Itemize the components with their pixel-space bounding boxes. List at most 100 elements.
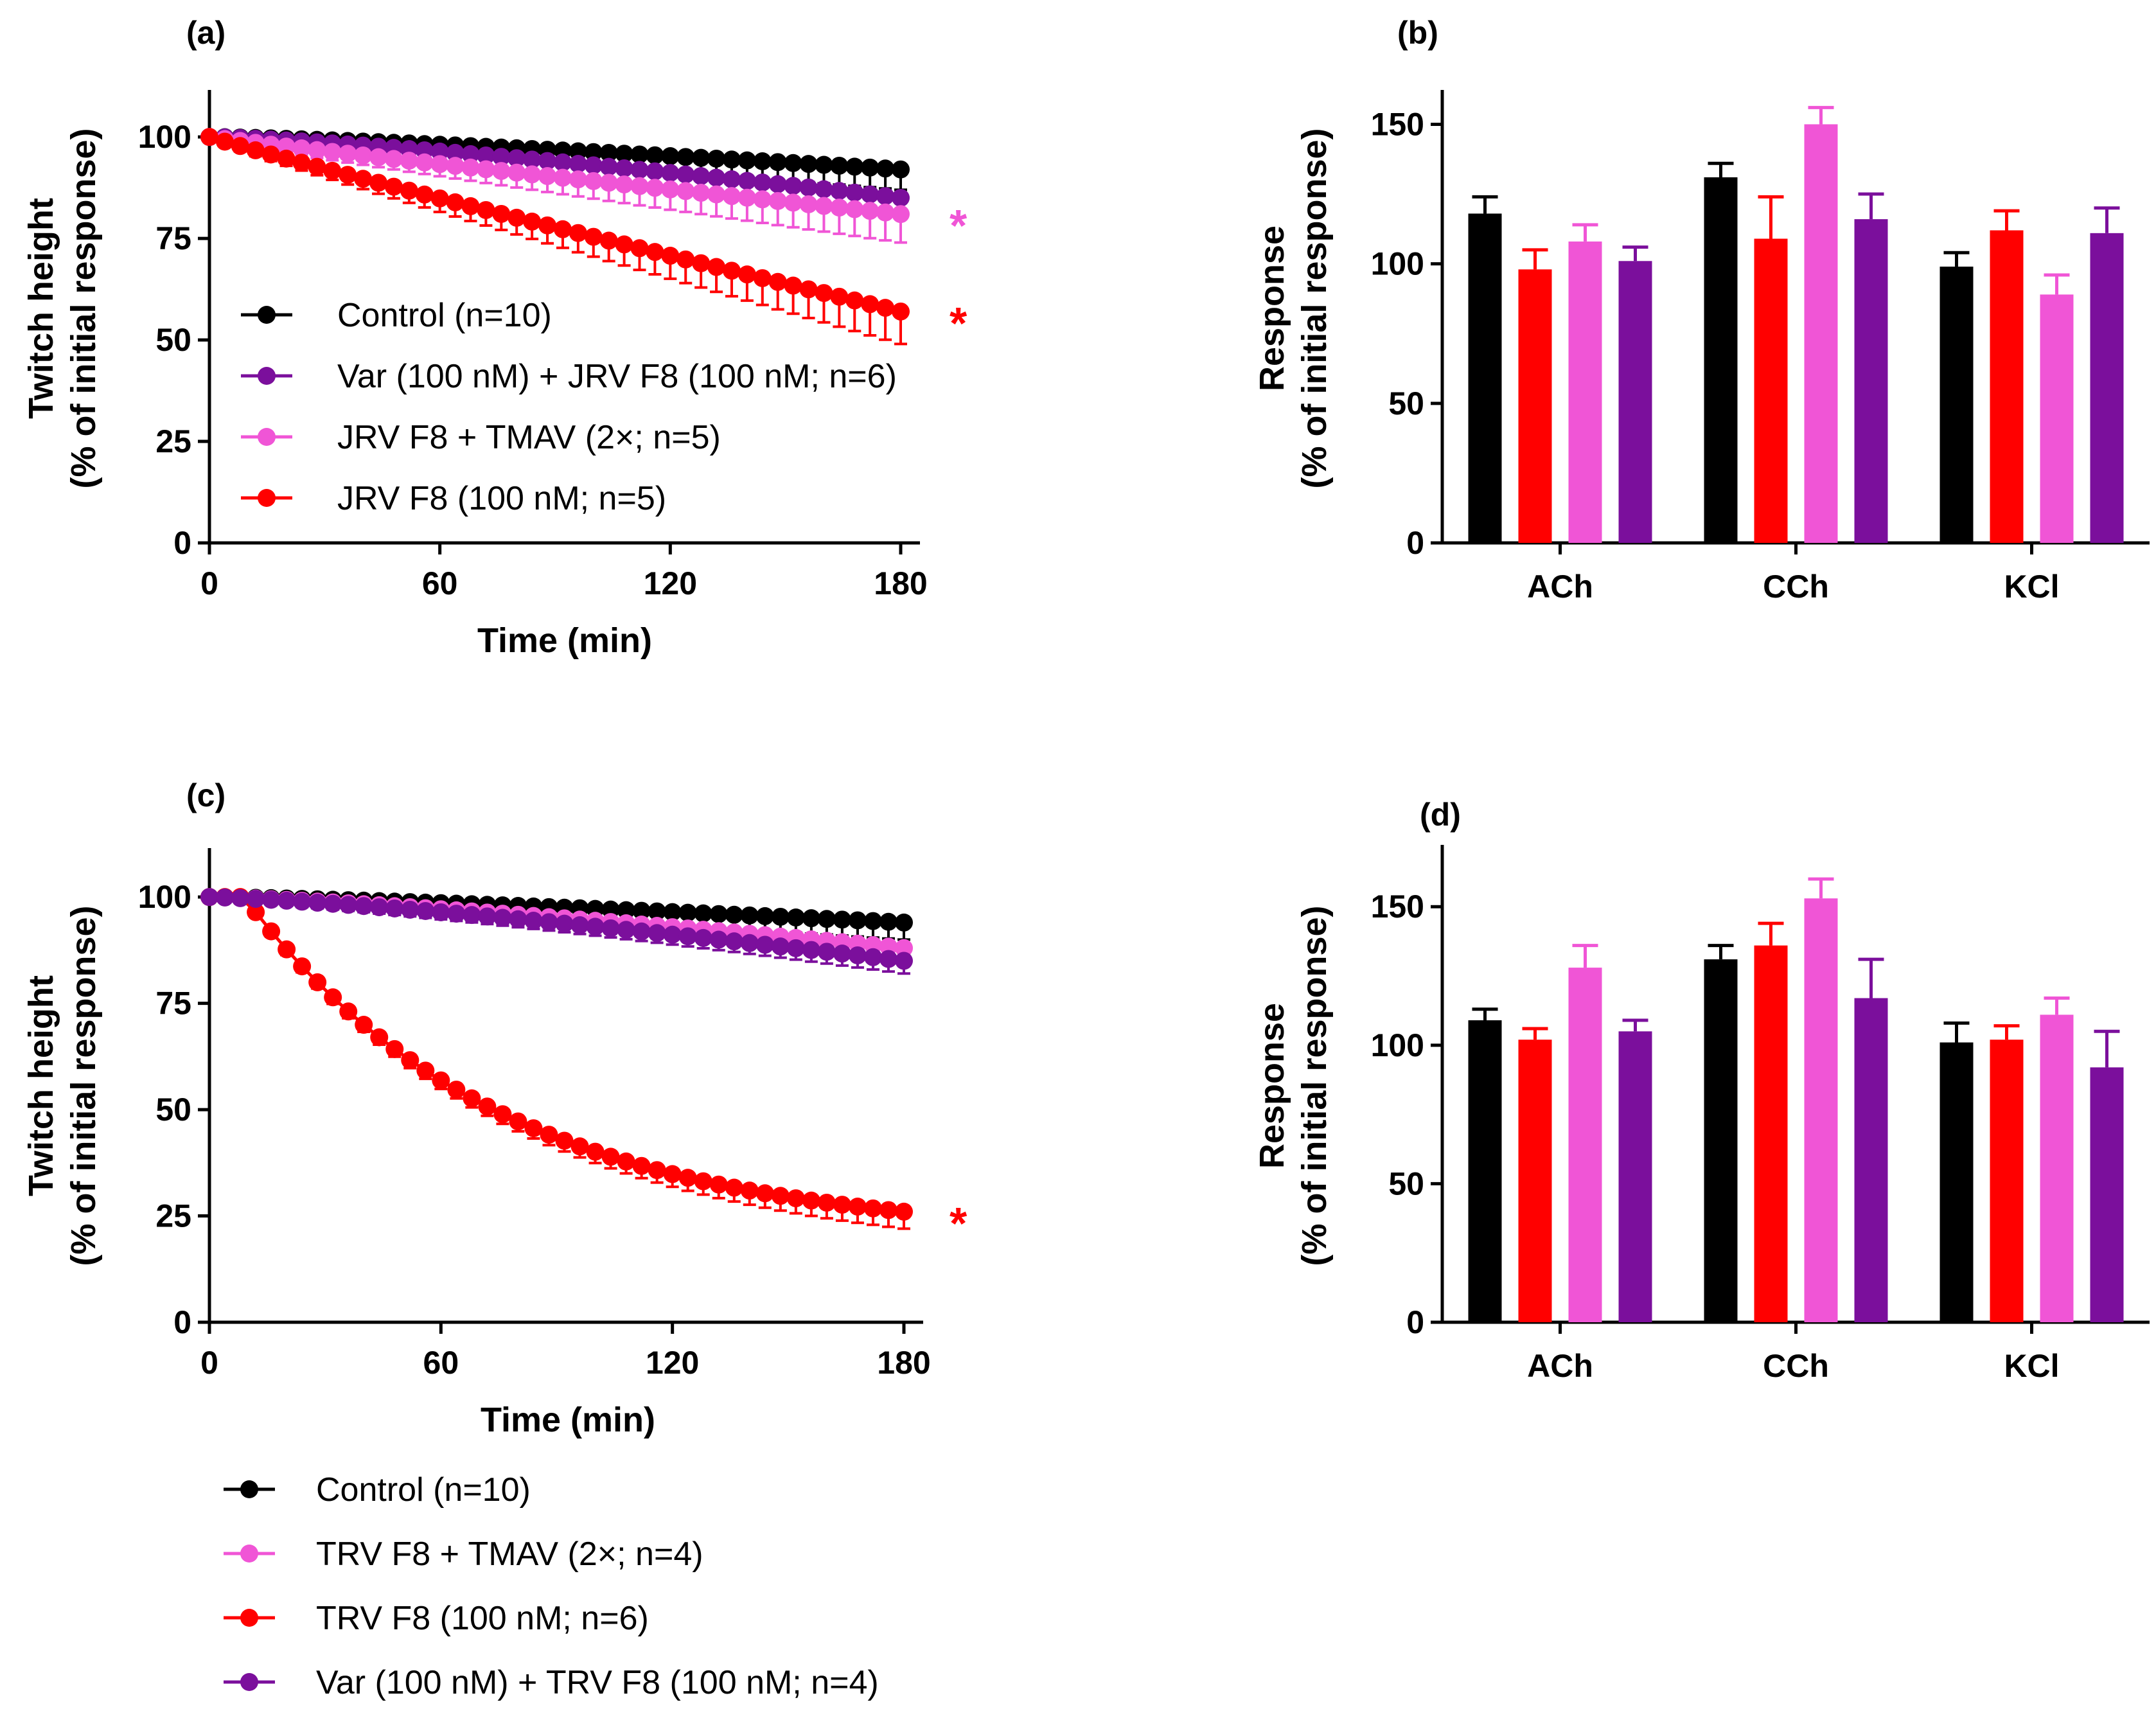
legend-label: Var (100 nM) + JRV F8 (100 nM; n=6) [337,358,897,395]
legend-swatch-marker [240,1480,258,1498]
data-point [648,924,666,943]
data-point [478,907,497,926]
data-point [861,202,879,220]
data-point [848,911,867,930]
data-point [845,157,864,176]
legend-label: TRV F8 + TMAV (2×; n=4) [316,1536,703,1573]
data-point [569,224,587,242]
data-point [416,901,435,920]
data-point [895,939,913,957]
data-point [615,145,633,163]
data-point [753,173,772,192]
data-point [740,906,759,925]
data-point [740,1182,759,1200]
data-point [601,919,620,937]
data-point [815,284,833,303]
panel-d-ylabel-line1: Response [1253,1003,1291,1169]
y-tick-label: 50 [155,322,191,358]
data-point [570,1137,589,1156]
data-point [707,168,726,187]
bar [1804,898,1838,1322]
data-point [663,903,682,921]
data-point [676,182,695,200]
data-point [630,161,649,179]
data-point [692,167,711,186]
data-point [492,162,511,181]
panel-b-ylabel-line1: Response [1253,226,1291,391]
data-point [676,148,695,166]
bar [1468,213,1502,543]
data-point [722,170,741,189]
data-point [830,156,849,175]
data-point [278,891,296,910]
data-point [277,149,296,168]
data-point [477,146,495,164]
bar [1568,968,1602,1322]
y-tick-label: 100 [138,119,191,155]
data-point [584,172,603,190]
legend-label: TRV F8 (100 nM; n=6) [316,1600,649,1637]
data-point [540,913,558,932]
legend-swatch-marker [258,367,276,385]
data-point [722,187,741,206]
data-point [508,163,526,182]
data-point [400,152,418,170]
data-point [446,193,464,211]
data-point [648,902,666,921]
data-point [339,166,357,184]
data-point [892,302,910,321]
data-point [817,910,836,928]
legend-swatch-marker [240,1609,258,1627]
data-point [830,287,849,306]
data-point [802,1191,820,1210]
data-point [740,934,759,952]
data-point [355,897,373,916]
data-point [247,890,265,908]
data-point [615,175,633,194]
panel-a-y-axis-label: Twitch height (% of initial response) [22,128,103,488]
data-point [861,158,879,177]
y-tick-label: 50 [1388,1165,1424,1201]
data-point [738,188,756,207]
bar [1754,238,1788,543]
data-point [678,1169,697,1187]
panel-c-letter: (c) [186,777,225,813]
data-point [632,901,651,920]
bar [1754,945,1788,1322]
panel-c-legend: Control (n=10) TRV F8 + TMAV (2×; n=4) TRV… [224,1471,879,1701]
data-point [308,157,326,176]
data-point [615,235,633,254]
data-point [385,1040,404,1058]
data-point [861,295,879,314]
data-point [415,153,434,172]
legend-swatch-marker [240,1545,258,1563]
legend-label: Control (n=10) [316,1471,531,1509]
data-point [661,147,680,166]
data-point [833,910,851,929]
data-point [661,180,680,199]
x-tick-label: 60 [423,1345,459,1381]
data-point [384,177,403,196]
bar [1854,998,1888,1322]
legend-label: Control (n=10) [337,297,552,334]
panel-d-axes: 0 50 100 150 ACh CCh KCl [1371,845,2150,1384]
data-point [678,927,697,946]
data-point [538,216,557,235]
data-point [799,155,818,173]
data-point [799,280,818,299]
y-tick-label: 0 [1406,1304,1424,1340]
data-point [895,952,913,970]
panel-c-axes: 0 25 50 75 100 0 60 120 180 [138,848,931,1381]
bar [2090,233,2124,543]
y-tick-label: 0 [173,1304,191,1340]
data-point [492,148,511,166]
y-tick-label: 100 [1371,1027,1424,1063]
bar [1804,124,1838,543]
panel-b-y-axis-label: Response (% of initial response) [1253,128,1334,488]
data-point [833,944,851,963]
data-point [784,177,802,195]
data-point [755,1184,774,1203]
data-point [584,227,603,246]
data-point [786,939,805,957]
